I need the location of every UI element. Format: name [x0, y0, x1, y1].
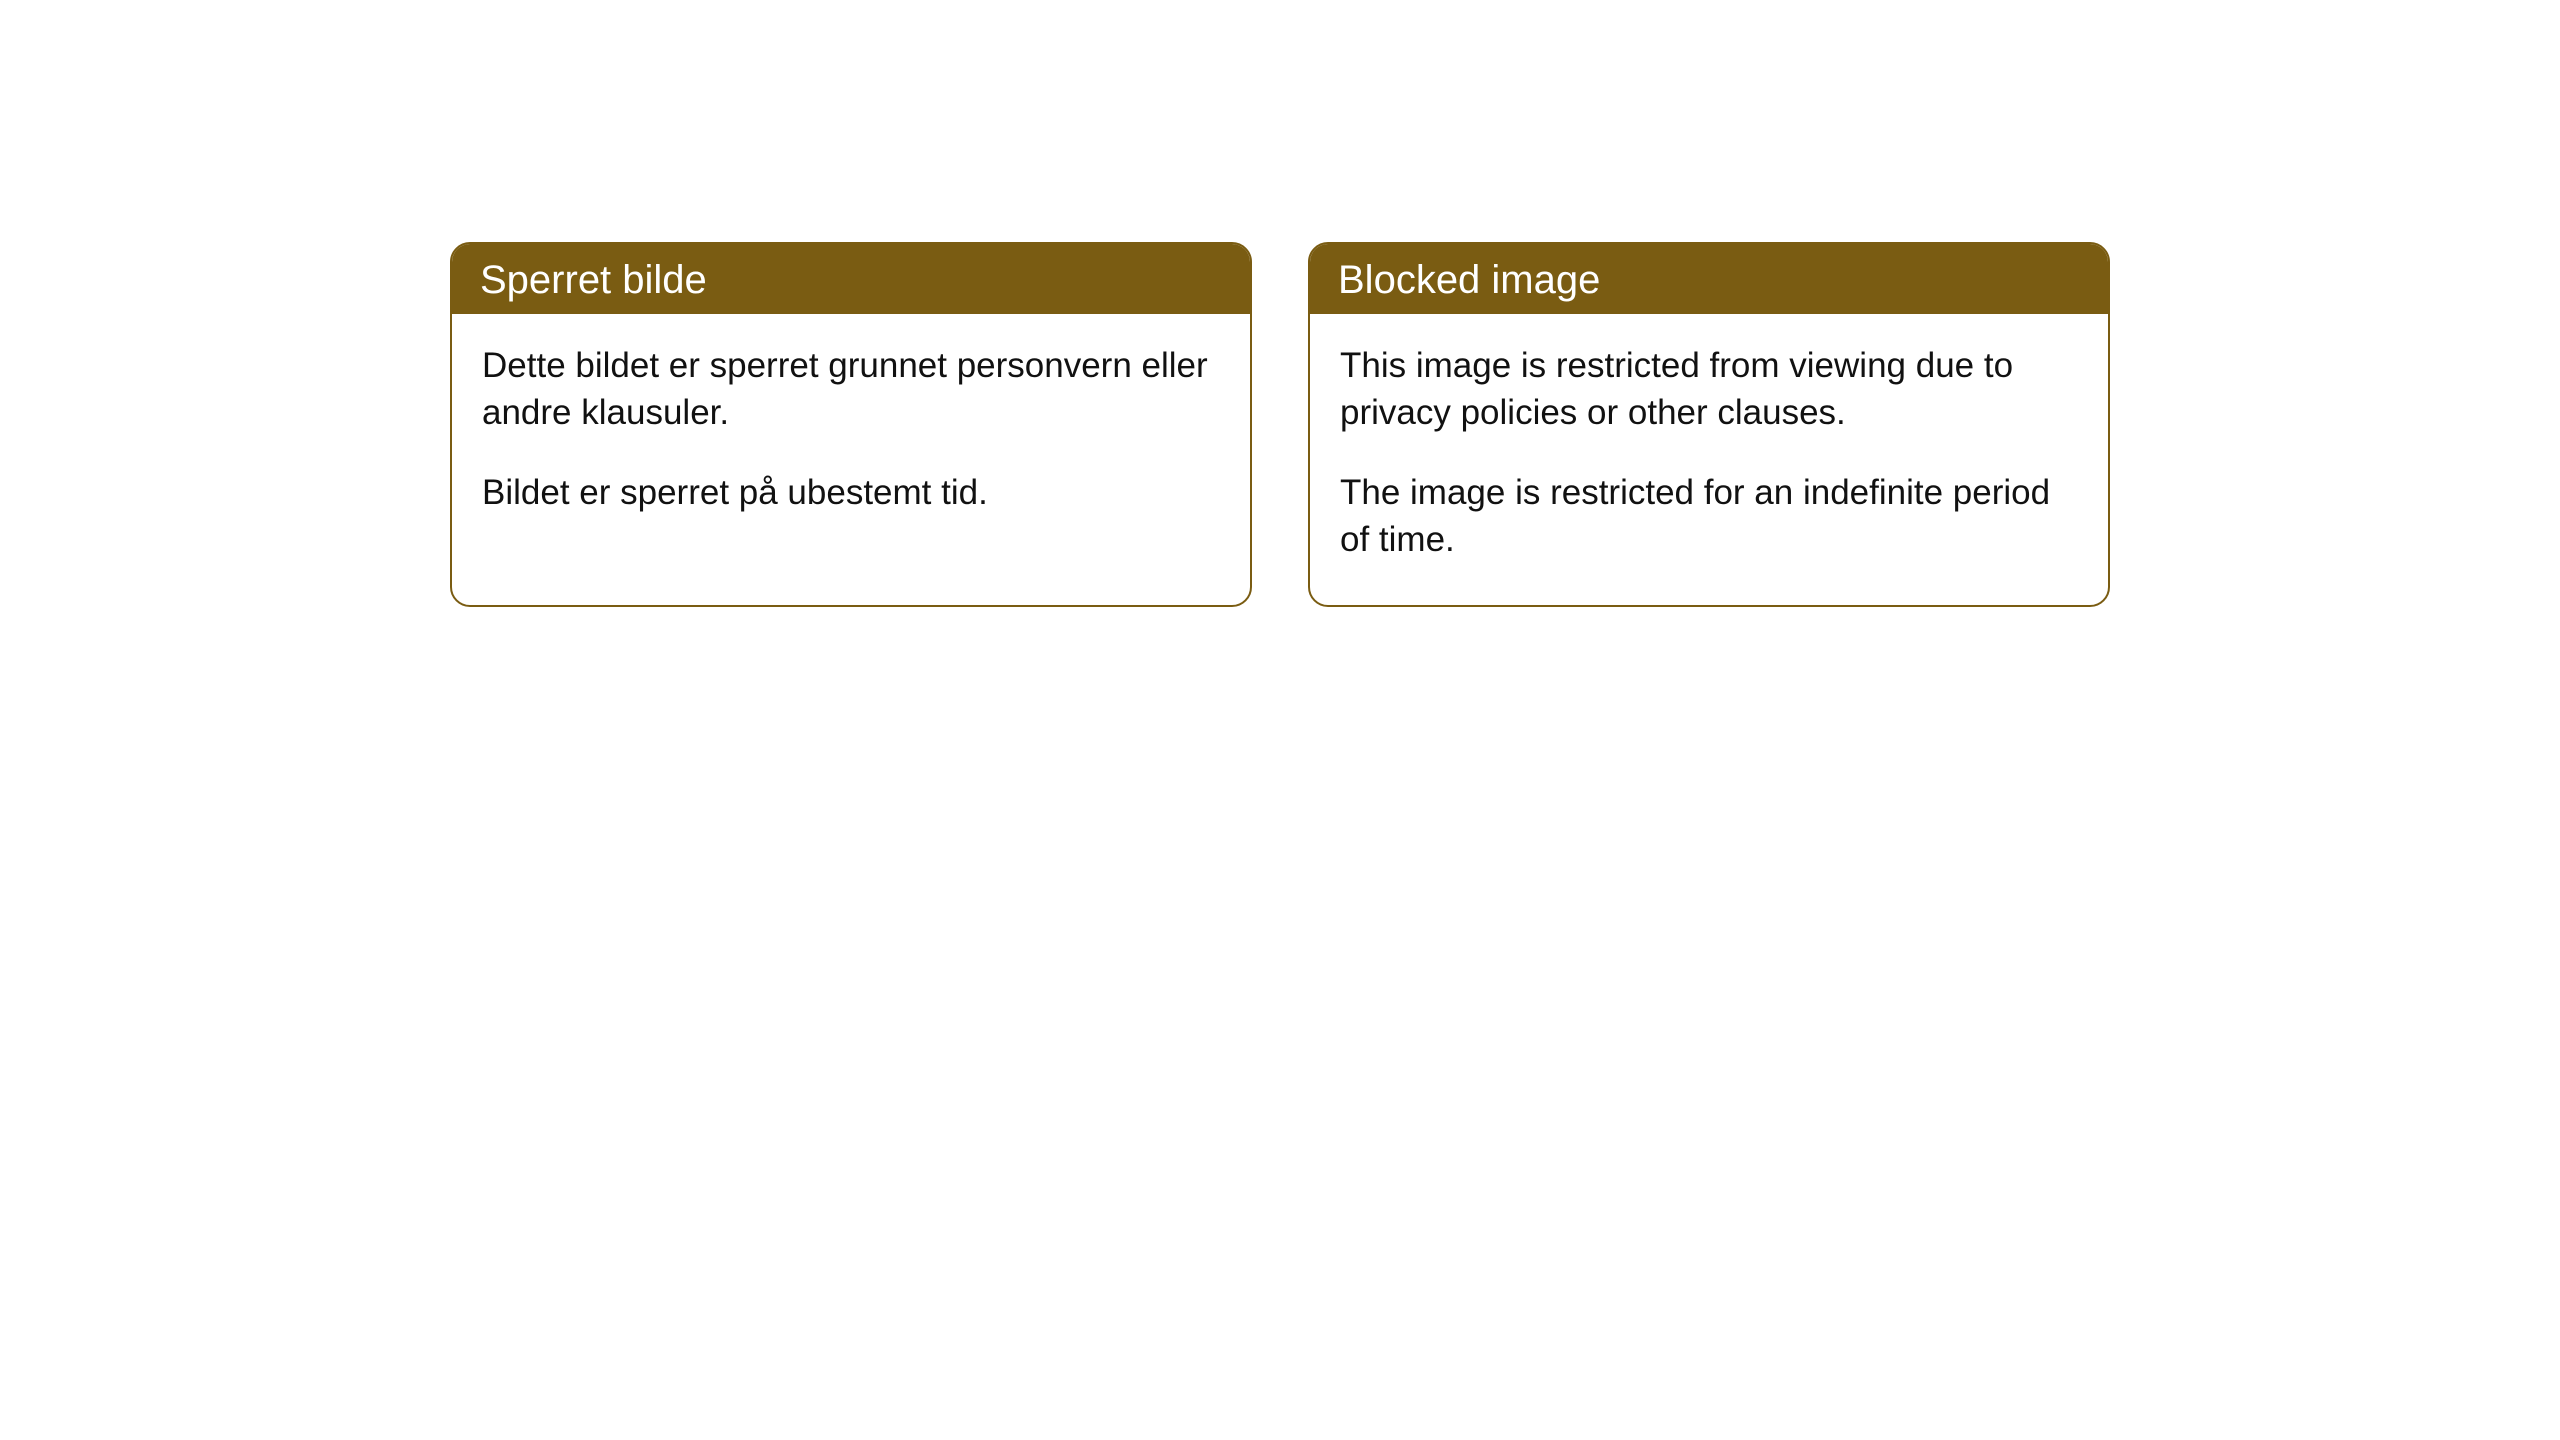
notice-cards-container: Sperret bilde Dette bildet er sperret gr…: [0, 0, 2560, 607]
card-body: This image is restricted from viewing du…: [1310, 314, 2108, 605]
card-paragraph: Bildet er sperret på ubestemt tid.: [482, 469, 1220, 516]
card-paragraph: This image is restricted from viewing du…: [1340, 342, 2078, 437]
card-paragraph: The image is restricted for an indefinit…: [1340, 469, 2078, 564]
blocked-image-card-no: Sperret bilde Dette bildet er sperret gr…: [450, 242, 1252, 607]
card-header: Sperret bilde: [452, 244, 1250, 314]
blocked-image-card-en: Blocked image This image is restricted f…: [1308, 242, 2110, 607]
card-paragraph: Dette bildet er sperret grunnet personve…: [482, 342, 1220, 437]
card-header: Blocked image: [1310, 244, 2108, 314]
card-body: Dette bildet er sperret grunnet personve…: [452, 314, 1250, 558]
